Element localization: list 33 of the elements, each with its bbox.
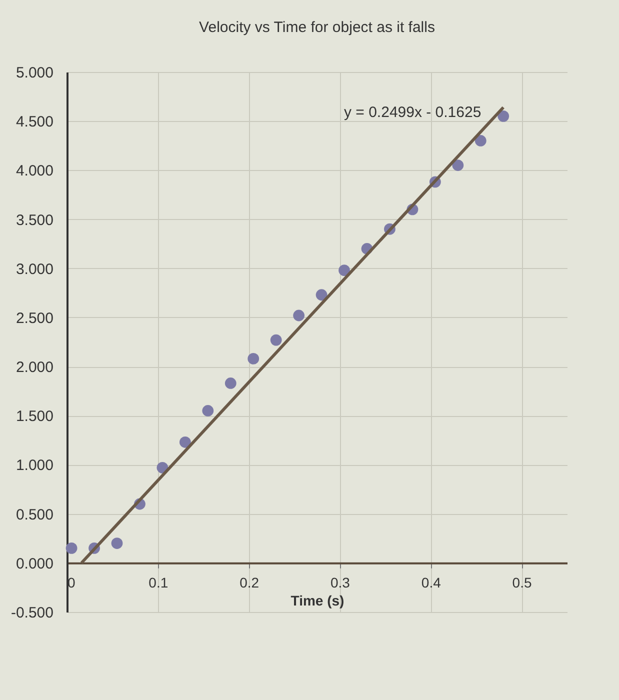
y-tick-label: 2.500 bbox=[16, 310, 54, 327]
y-tick-label: 3.500 bbox=[16, 212, 54, 229]
point bbox=[316, 289, 328, 301]
y-tick-label: 4.000 bbox=[16, 162, 54, 180]
y-tick-label: 5.000 bbox=[16, 64, 54, 82]
point bbox=[474, 135, 486, 146]
point bbox=[224, 378, 236, 389]
y-tick-label: 1.500 bbox=[16, 408, 54, 426]
x-tick-label: 0.2 bbox=[240, 574, 260, 590]
point bbox=[111, 538, 123, 549]
point bbox=[66, 542, 78, 554]
annotation: y = 0.2499x - 0.1625 bbox=[344, 104, 482, 122]
point bbox=[498, 110, 510, 122]
point bbox=[179, 436, 191, 448]
x-tick-label: 0.1 bbox=[148, 574, 168, 590]
x-tick-label: 0.3 bbox=[330, 574, 350, 590]
y-tick-label: 1.000 bbox=[16, 457, 54, 474]
point bbox=[270, 334, 282, 346]
y-tick-label: 0.000 bbox=[16, 555, 54, 572]
y-tick-label: 2.000 bbox=[16, 359, 54, 376]
point bbox=[452, 160, 464, 171]
point bbox=[293, 310, 305, 322]
y-tick-label: -0.500 bbox=[10, 604, 54, 622]
x-axis-title: Time (s) bbox=[290, 592, 344, 608]
y-tick-label: 0.500 bbox=[16, 506, 54, 524]
point bbox=[338, 264, 350, 276]
chart-title: Velocity vs Time for object as it falls bbox=[199, 19, 435, 36]
x-tick-label: 0.5 bbox=[512, 574, 532, 590]
y-tick-label: 3.000 bbox=[16, 260, 54, 278]
x-tick-label: 0.4 bbox=[421, 574, 442, 590]
y-tick-label: 4.500 bbox=[16, 114, 54, 131]
point bbox=[248, 353, 260, 364]
point bbox=[202, 405, 214, 416]
